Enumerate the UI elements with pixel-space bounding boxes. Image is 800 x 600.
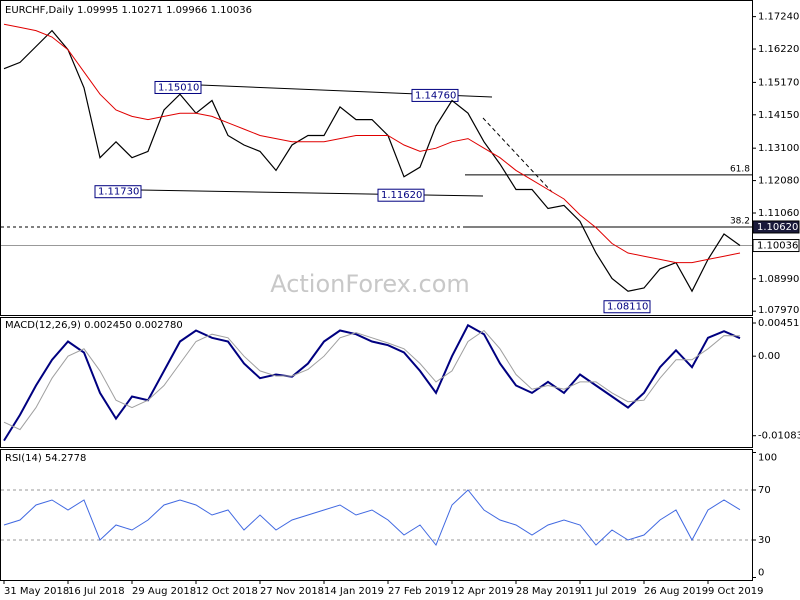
price-label: 1.10620 (757, 222, 798, 233)
y-tick-label: 1.17240 (758, 12, 799, 23)
series-line (3, 329, 741, 431)
series-line (3, 23, 741, 264)
panel-title: MACD(12,26,9) 0.002450 0.002780 (5, 320, 183, 331)
trendline-lower (139, 189, 484, 197)
x-tick-label: 26 Aug 2019 (644, 586, 708, 597)
macd-panel (0, 317, 753, 448)
x-tick-label: 12 Oct 2018 (196, 586, 258, 597)
series-line (3, 323, 741, 442)
price-label-box (752, 239, 800, 253)
x-tick-label: 28 May 2019 (516, 586, 581, 597)
annotation: 1.14760 (415, 90, 456, 101)
annotation: 1.15010 (158, 82, 199, 93)
trendline-dashed (482, 117, 553, 193)
x-tick-label: 31 May 2018 (4, 586, 69, 597)
series-line (3, 489, 741, 546)
annotation-box (94, 185, 142, 199)
price-label: 1.10036 (757, 241, 798, 252)
annotation: 1.11620 (381, 190, 422, 201)
annotation: 1.11730 (98, 187, 139, 198)
y-tick-label: 100 (758, 453, 777, 464)
y-tick-label: 1.11060 (758, 208, 799, 219)
y-tick-label: 1.16220 (758, 44, 799, 55)
annotation-box (411, 88, 459, 102)
x-tick-label: 27 Nov 2018 (260, 586, 324, 597)
y-tick-label: 1.13100 (758, 143, 799, 154)
x-tick-label: 29 Aug 2018 (132, 586, 196, 597)
annotation-box (154, 80, 202, 94)
y-tick-label: 1.12080 (758, 176, 799, 187)
y-tick-label: 70 (758, 485, 771, 496)
y-tick-label: 1.07970 (758, 305, 799, 316)
series-line (3, 29, 741, 293)
fib-label: 61.8 (730, 164, 750, 174)
panel-title: RSI(14) 54.2778 (5, 453, 86, 464)
price-label-box (752, 220, 800, 234)
x-tick-label: 14 Jan 2019 (324, 586, 384, 597)
y-tick-label: 30 (758, 535, 771, 546)
x-tick-label: 9 Oct 2019 (708, 586, 763, 597)
panel-title: EURCHF,Daily 1.09995 1.10271 1.09966 1.1… (5, 5, 252, 16)
price-panel (0, 0, 753, 316)
x-tick-label: 12 Apr 2019 (452, 586, 514, 597)
y-tick-label: 0.00 (758, 351, 780, 362)
annotation-box (603, 300, 651, 314)
x-tick-label: 27 Feb 2019 (388, 586, 450, 597)
rsi-panel (0, 449, 753, 581)
y-tick-label: 0.004518 (758, 318, 800, 329)
x-tick-label: 16 Jul 2018 (68, 586, 125, 597)
annotation-box (377, 188, 425, 202)
x-tick-label: 11 Jul 2019 (580, 586, 637, 597)
y-tick-label: 1.15170 (758, 77, 799, 88)
y-tick-label: -0.010835 (758, 431, 800, 442)
y-tick-label: 1.08990 (758, 274, 799, 285)
y-tick-label: 0 (758, 568, 764, 579)
watermark: ActionForex.com (270, 270, 470, 298)
fib-label: 38.2 (730, 216, 750, 226)
annotation: 1.08110 (607, 302, 648, 313)
y-tick-label: 1.14150 (758, 110, 799, 121)
